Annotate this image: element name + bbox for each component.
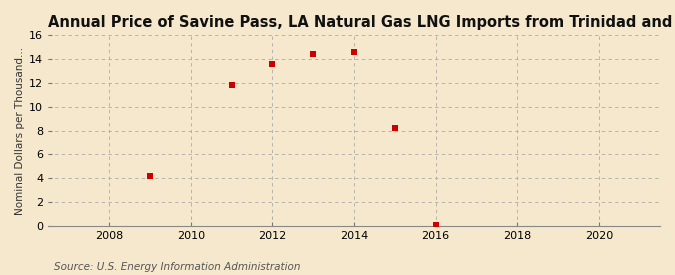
Text: Annual Price of Savine Pass, LA Natural Gas LNG Imports from Trinidad and Tobago: Annual Price of Savine Pass, LA Natural … [48, 15, 675, 30]
Point [144, 174, 155, 178]
Point [349, 50, 360, 54]
Point [267, 62, 278, 66]
Point [308, 52, 319, 57]
Point [430, 223, 441, 227]
Text: Source: U.S. Energy Information Administration: Source: U.S. Energy Information Administ… [54, 262, 300, 272]
Point [226, 83, 237, 87]
Y-axis label: Nominal Dollars per Thousand...: Nominal Dollars per Thousand... [15, 46, 25, 215]
Point [389, 126, 400, 130]
